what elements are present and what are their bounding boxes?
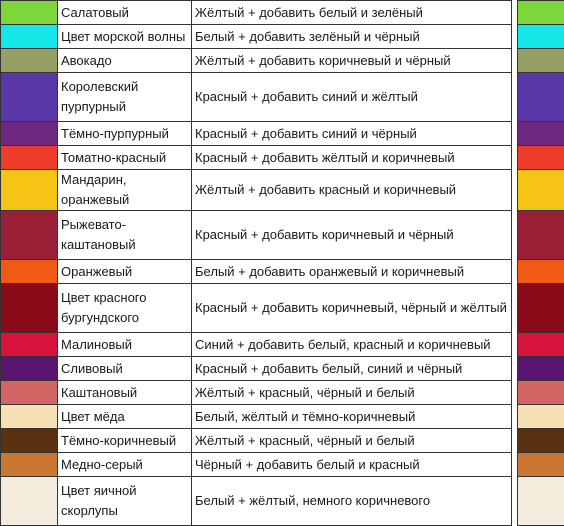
- color-recipe: Красный + добавить синий и чёрный: [192, 122, 512, 146]
- color-recipe: Белый + добавить оранжевый и коричневый: [192, 260, 512, 284]
- color-swatch-right: [518, 170, 564, 211]
- color-swatch: [1, 453, 58, 477]
- color-name: Сливовый: [58, 357, 192, 381]
- color-swatch: [1, 25, 58, 49]
- color-swatch: [1, 170, 58, 211]
- color-name: Цвет красного бургундского: [58, 284, 192, 333]
- color-swatch-right: [518, 146, 564, 170]
- color-recipe: Жёлтый + добавить коричневый и чёрный: [192, 49, 512, 73]
- color-recipe: Чёрный + добавить белый и красный: [192, 453, 512, 477]
- color-recipe: Красный + добавить жёлтый и коричневый: [192, 146, 512, 170]
- color-swatch: [1, 357, 58, 381]
- color-name: Авокадо: [58, 49, 192, 73]
- color-name: Цвет мёда: [58, 405, 192, 429]
- color-swatch: [1, 122, 58, 146]
- color-swatch-right: [518, 333, 564, 357]
- color-recipe: Жёлтый + красный, чёрный и белый: [192, 429, 512, 453]
- color-swatch: [1, 1, 58, 25]
- color-name: Томатно-красный: [58, 146, 192, 170]
- color-swatch: [1, 146, 58, 170]
- color-name: Цвет яичной скорлупы: [58, 477, 192, 526]
- color-swatch: [1, 477, 58, 526]
- color-name: Тёмно-пурпурный: [58, 122, 192, 146]
- color-swatch-right: [518, 122, 564, 146]
- color-swatch: [1, 284, 58, 333]
- color-recipe: Красный + добавить коричневый и чёрный: [192, 211, 512, 260]
- color-swatch-right: [518, 260, 564, 284]
- color-name: Салатовый: [58, 1, 192, 25]
- color-swatch: [1, 211, 58, 260]
- color-name: Мандарин, оранжевый: [58, 170, 192, 211]
- color-recipe: Красный + добавить коричневый, чёрный и …: [192, 284, 512, 333]
- color-name: Тёмно-коричневый: [58, 429, 192, 453]
- color-swatch-right: [518, 381, 564, 405]
- color-recipe: Жёлтый + красный, чёрный и белый: [192, 381, 512, 405]
- color-swatch-right: [518, 357, 564, 381]
- color-recipe: Синий + добавить белый, красный и коричн…: [192, 333, 512, 357]
- color-swatch: [1, 333, 58, 357]
- color-swatch-right: [518, 477, 564, 526]
- color-swatch: [1, 405, 58, 429]
- color-swatch: [1, 260, 58, 284]
- color-recipe: Жёлтый + добавить красный и коричневый: [192, 170, 512, 211]
- color-swatch-right: [518, 73, 564, 122]
- color-swatch-right: [518, 1, 564, 25]
- color-swatch: [1, 49, 58, 73]
- color-swatch-right: [518, 429, 564, 453]
- color-name: Малиновый: [58, 333, 192, 357]
- color-swatch: [1, 381, 58, 405]
- color-name: Медно-серый: [58, 453, 192, 477]
- color-swatch-right: [518, 284, 564, 333]
- color-recipe: Красный + добавить белый, синий и чёрный: [192, 357, 512, 381]
- color-swatch-right: [518, 49, 564, 73]
- color-name: Каштановый: [58, 381, 192, 405]
- color-recipe: Белый, жёлтый и тёмно-коричневый: [192, 405, 512, 429]
- color-swatch: [1, 429, 58, 453]
- color-name: Цвет морской волны: [58, 25, 192, 49]
- color-name: Оранжевый: [58, 260, 192, 284]
- color-swatch: [1, 73, 58, 122]
- color-name: Рыжевато-каштановый: [58, 211, 192, 260]
- color-swatch-right: [518, 211, 564, 260]
- color-swatch-right: [518, 25, 564, 49]
- color-recipe: Красный + добавить синий и жёлтый: [192, 73, 512, 122]
- color-recipe: Белый + добавить зелёный и чёрный: [192, 25, 512, 49]
- color-recipe: Жёлтый + добавить белый и зелёный: [192, 1, 512, 25]
- color-swatch-right: [518, 453, 564, 477]
- color-swatch-right: [518, 405, 564, 429]
- color-recipe: Белый + жёлтый, немного коричневого: [192, 477, 512, 526]
- color-name: Королевский пурпурный: [58, 73, 192, 122]
